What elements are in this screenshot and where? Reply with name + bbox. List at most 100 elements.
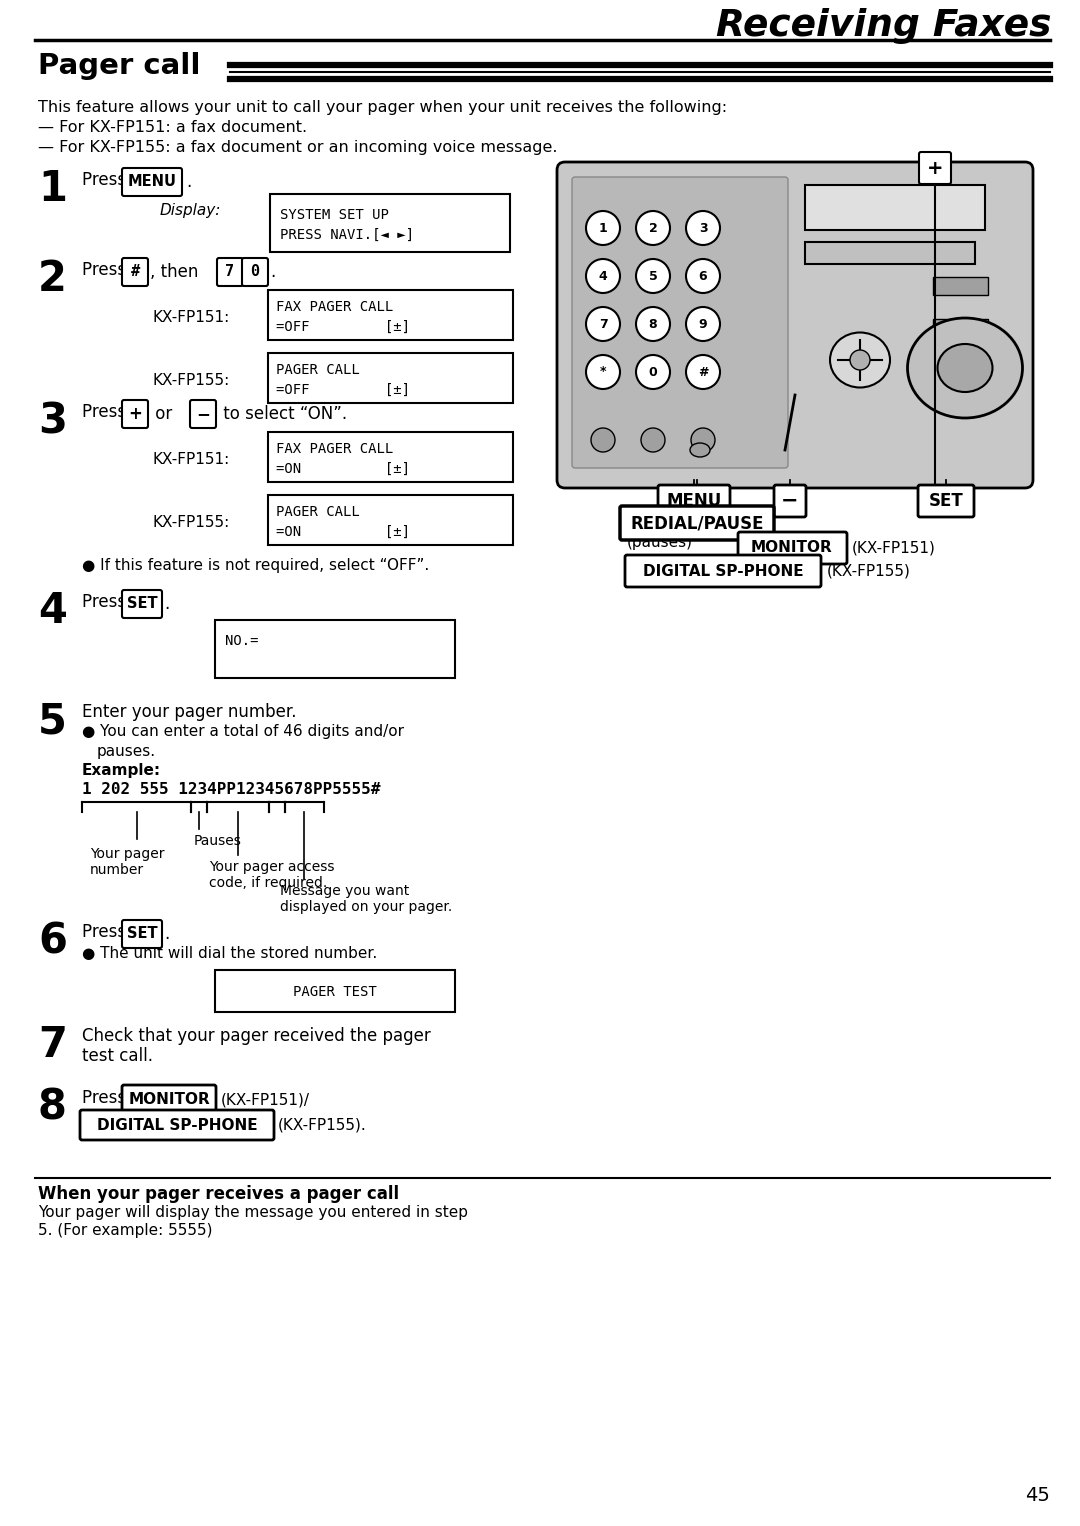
Text: (pauses): (pauses) xyxy=(627,536,693,549)
Text: MONITOR: MONITOR xyxy=(129,1093,210,1108)
Text: −: − xyxy=(781,491,799,511)
FancyBboxPatch shape xyxy=(625,555,821,588)
Text: number: number xyxy=(90,864,144,877)
Text: 2: 2 xyxy=(649,221,658,235)
Text: *: * xyxy=(599,366,606,378)
Text: SET: SET xyxy=(929,491,963,510)
Bar xyxy=(268,432,513,482)
Text: Display:: Display: xyxy=(160,203,221,218)
Text: Press: Press xyxy=(82,1090,132,1106)
Text: 6: 6 xyxy=(699,270,707,282)
Text: NO.=: NO.= xyxy=(225,633,258,649)
Text: code, if required.: code, if required. xyxy=(208,876,327,890)
Text: Receiving Faxes: Receiving Faxes xyxy=(716,8,1052,44)
Text: =OFF         [±]: =OFF [±] xyxy=(276,383,410,397)
Circle shape xyxy=(636,356,670,389)
Text: ● If this feature is not required, select “OFF”.: ● If this feature is not required, selec… xyxy=(82,559,429,572)
Circle shape xyxy=(850,349,870,369)
Text: (KX-FP151): (KX-FP151) xyxy=(852,540,936,555)
Text: Enter your pager number.: Enter your pager number. xyxy=(82,703,297,720)
Bar xyxy=(215,971,455,1012)
Text: Check that your pager received the pager: Check that your pager received the pager xyxy=(82,1027,431,1045)
Text: +: + xyxy=(129,404,141,423)
Text: MENU: MENU xyxy=(127,174,176,189)
Text: DIGITAL SP-PHONE: DIGITAL SP-PHONE xyxy=(97,1117,257,1132)
Circle shape xyxy=(686,307,720,340)
Text: KX-FP155:: KX-FP155: xyxy=(152,372,229,388)
Circle shape xyxy=(642,427,665,452)
Text: Example:: Example: xyxy=(82,763,161,778)
Text: or: or xyxy=(150,404,177,423)
Text: Your pager will display the message you entered in step: Your pager will display the message you … xyxy=(38,1206,468,1219)
Text: PAGER CALL: PAGER CALL xyxy=(276,363,360,377)
Circle shape xyxy=(586,307,620,340)
Circle shape xyxy=(586,211,620,246)
Text: .: . xyxy=(164,595,170,613)
Text: DIGITAL SP-PHONE: DIGITAL SP-PHONE xyxy=(643,563,804,578)
Ellipse shape xyxy=(907,317,1023,418)
Text: 8: 8 xyxy=(649,317,658,331)
FancyBboxPatch shape xyxy=(122,1085,216,1116)
Text: 7: 7 xyxy=(38,1024,67,1067)
Circle shape xyxy=(691,427,715,452)
Text: 0: 0 xyxy=(649,366,658,378)
Text: FAX PAGER CALL: FAX PAGER CALL xyxy=(276,301,393,314)
FancyBboxPatch shape xyxy=(557,162,1032,488)
Text: 45: 45 xyxy=(1025,1486,1050,1505)
Bar xyxy=(270,194,510,252)
Text: 7: 7 xyxy=(226,264,234,279)
Text: 8: 8 xyxy=(38,1087,67,1128)
Bar xyxy=(805,185,985,230)
FancyBboxPatch shape xyxy=(217,258,243,285)
FancyBboxPatch shape xyxy=(122,920,162,948)
Text: This feature allows your unit to call your pager when your unit receives the fol: This feature allows your unit to call yo… xyxy=(38,101,727,114)
Text: When your pager receives a pager call: When your pager receives a pager call xyxy=(38,1186,400,1202)
FancyBboxPatch shape xyxy=(122,400,148,427)
Text: 4: 4 xyxy=(38,591,67,632)
FancyBboxPatch shape xyxy=(80,1109,274,1140)
Text: (KX-FP155): (KX-FP155) xyxy=(827,563,910,578)
Circle shape xyxy=(686,211,720,246)
Text: ● The unit will dial the stored number.: ● The unit will dial the stored number. xyxy=(82,946,377,961)
Text: SET: SET xyxy=(126,926,158,942)
Text: Press: Press xyxy=(82,171,132,189)
Text: SYSTEM SET UP: SYSTEM SET UP xyxy=(280,208,389,221)
Text: 7: 7 xyxy=(598,317,607,331)
Text: 5: 5 xyxy=(649,270,658,282)
Text: MENU: MENU xyxy=(666,491,721,510)
Bar xyxy=(933,362,988,378)
Text: Message you want: Message you want xyxy=(280,884,409,897)
Circle shape xyxy=(591,427,615,452)
Text: PRESS NAVI.[◄ ►]: PRESS NAVI.[◄ ►] xyxy=(280,227,414,243)
Text: REDIAL/PAUSE: REDIAL/PAUSE xyxy=(631,514,764,533)
Text: Press: Press xyxy=(82,594,132,610)
Text: displayed on your pager.: displayed on your pager. xyxy=(280,900,453,914)
Text: 1 202 555 1234PP12345678PP5555#: 1 202 555 1234PP12345678PP5555# xyxy=(82,781,380,797)
Text: 0: 0 xyxy=(251,264,259,279)
Bar xyxy=(933,319,988,337)
Text: test call.: test call. xyxy=(82,1047,153,1065)
Text: , then: , then xyxy=(150,262,204,281)
Text: =OFF         [±]: =OFF [±] xyxy=(276,320,410,334)
Text: Pager call: Pager call xyxy=(38,52,201,79)
FancyBboxPatch shape xyxy=(122,591,162,618)
Ellipse shape xyxy=(690,443,710,456)
Text: ● You can enter a total of 46 digits and/or: ● You can enter a total of 46 digits and… xyxy=(82,723,404,739)
Text: 5. (For example: 5555): 5. (For example: 5555) xyxy=(38,1222,213,1238)
Text: Press: Press xyxy=(82,261,132,279)
FancyBboxPatch shape xyxy=(919,153,951,185)
Circle shape xyxy=(586,259,620,293)
Text: 5: 5 xyxy=(38,700,67,742)
Ellipse shape xyxy=(831,333,890,388)
Text: — For KX-FP151: a fax document.: — For KX-FP151: a fax document. xyxy=(38,121,307,134)
Bar xyxy=(805,243,975,264)
Bar xyxy=(268,353,513,403)
Text: #: # xyxy=(698,366,708,378)
Text: 3: 3 xyxy=(38,400,67,443)
Text: (KX-FP155).: (KX-FP155). xyxy=(278,1117,367,1132)
Text: 1: 1 xyxy=(38,168,67,211)
Text: 6: 6 xyxy=(38,920,67,961)
Text: =ON          [±]: =ON [±] xyxy=(276,525,410,539)
Text: MONITOR: MONITOR xyxy=(751,540,833,555)
Text: FAX PAGER CALL: FAX PAGER CALL xyxy=(276,443,393,456)
